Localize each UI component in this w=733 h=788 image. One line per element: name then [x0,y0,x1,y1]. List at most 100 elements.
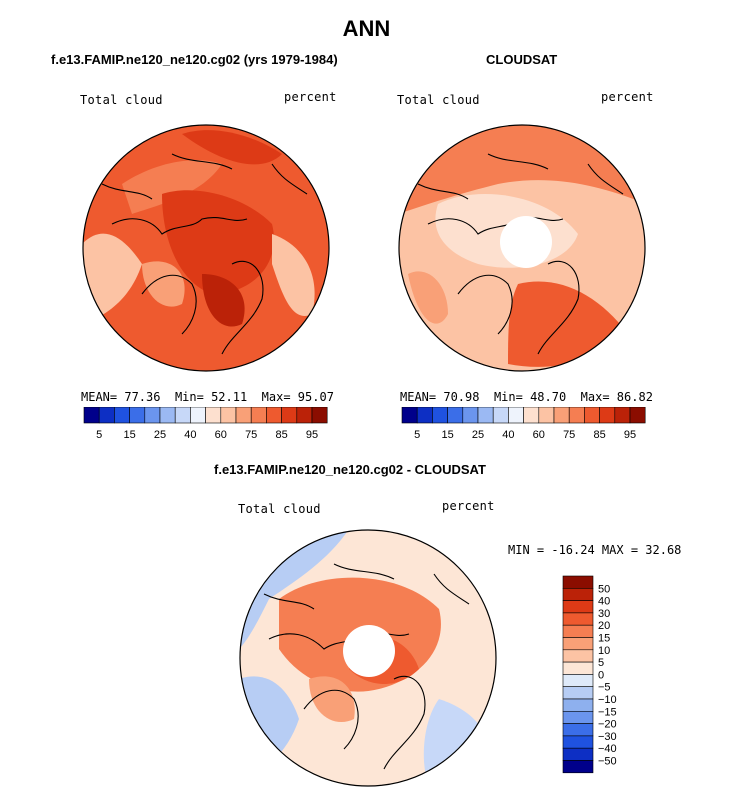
difference-colorbar-tick-label: 20 [598,620,610,632]
model-cloud-field [272,234,315,316]
cloudsat-colorbar-swatch [614,407,631,424]
model-cloud-field [182,130,282,165]
model-units-label: percent [284,90,337,104]
cloudsat-colorbar-swatch [447,407,464,424]
model-colorbar-swatch [83,407,100,424]
cloudsat-colorbar-swatch [538,407,555,424]
difference-colorbar-swatch [562,612,594,626]
cloudsat-colorbar-swatch [492,407,509,424]
model-cloud-field [202,274,245,327]
model-colorbar-swatch [281,407,298,424]
difference-colorbar-swatch [562,698,594,712]
cloudsat-colorbar-tick-label: 75 [563,429,575,441]
model-mean-value: 77.36 [124,390,161,404]
cloudsat-colorbar-swatch [416,407,433,424]
cloudsat-cloud-field [399,125,645,214]
difference-colorbar-swatch [562,747,594,761]
model-colorbar-swatch [205,407,222,424]
cloudsat-max-label: Max= [580,390,610,404]
difference-polar-gap [343,625,395,677]
difference-colorbar-swatch [562,686,594,700]
cloudsat-mean-label: MEAN= [400,390,437,404]
cloudsat-colorbar-tick-label: 15 [441,429,453,441]
cloudsat-polar-map [398,124,646,372]
difference-colorbar-tick-label: 30 [598,608,610,620]
cloudsat-colorbar-swatch [568,407,585,424]
difference-field [423,699,496,786]
model-coastline [101,153,308,355]
difference-panel-title: f.e13.FAMIP.ne120_ne120.cg02 - CLOUDSAT [214,462,486,477]
difference-colorbar-swatch [562,674,594,688]
cloudsat-colorbar-tick-label: 25 [472,429,484,441]
cloudsat-colorbar: 5 15 25 40 60 75 85 95 [401,407,646,441]
model-max-label: Max= [261,390,291,404]
model-colorbar-swatch [114,407,130,424]
difference-colorbar-tick-label: 5 [598,657,604,669]
model-colorbar-swatch [266,407,282,424]
cloudsat-stats: MEAN= 70.98 Min= 48.70 Max= 86.82 [400,390,653,404]
model-colorbar-tick-label: 15 [123,429,135,441]
cloudsat-colorbar-swatch [401,407,418,424]
model-colorbar-swatch [220,407,237,424]
model-colorbar-swatch [98,407,115,424]
difference-colorbar-tick-label: −50 [598,756,617,768]
model-colorbar-tick-label: 75 [245,429,257,441]
cloudsat-mean-value: 70.98 [443,390,480,404]
model-field-label: Total cloud [80,93,163,107]
model-colorbar-tick-label: 40 [184,429,196,441]
model-colorbar-swatch [144,407,161,424]
cloudsat-polar-gap [500,216,552,268]
cloudsat-colorbar-tick-label: 85 [593,429,605,441]
difference-colorbar-tick-label: −40 [598,743,617,755]
model-colorbar-tick-label: 95 [306,429,318,441]
cloudsat-colorbar-tick-label: 60 [533,429,545,441]
cloudsat-colorbar-swatch [523,407,540,424]
model-colorbar-swatch [174,407,191,424]
difference-colorbar-swatch [562,649,594,663]
cloudsat-min-label: Min= [493,390,523,404]
difference-coastline [263,563,470,770]
difference-colorbar-swatch [562,661,594,675]
cloudsat-panel-title: CLOUDSAT [486,52,558,67]
difference-colorbar-tick-label: −5 [598,682,611,694]
cloudsat-units-label: percent [601,90,654,104]
cloudsat-colorbar-swatch [599,407,616,424]
difference-colorbar-tick-label: 0 [598,669,604,681]
difference-field-label: Total cloud [238,502,321,516]
difference-colorbar-swatch [562,723,594,737]
model-colorbar-tick-label: 5 [96,429,102,441]
model-cloud-field [83,233,142,324]
difference-colorbar-swatch [562,588,594,601]
model-colorbar-tick-label: 25 [154,429,166,441]
difference-colorbar-swatch [562,735,594,749]
model-colorbar-swatch [311,407,328,424]
model-colorbar-swatch [235,407,252,424]
model-max-value: 95.07 [297,390,334,404]
figure-title: ANN [342,16,391,41]
difference-colorbar-tick-label: 50 [598,583,610,595]
difference-colorbar-tick-label: −20 [598,719,617,731]
cloudsat-colorbar-swatch [477,407,494,424]
model-colorbar-tick-label: 85 [275,429,287,441]
cloudsat-colorbar-swatch [462,407,479,424]
difference-polar-map [239,529,497,787]
cloudsat-colorbar-swatch [584,407,600,424]
difference-colorbar-swatch [562,600,594,614]
cloudsat-colorbar-tick-label: 95 [624,429,636,441]
model-colorbar-swatch [250,407,267,424]
difference-stats: MIN = -16.24 MAX = 32.68 [508,543,682,557]
cloudsat-colorbar-tick-label: 40 [502,429,514,441]
cloudsat-colorbar-swatch [553,407,570,424]
difference-colorbar-swatch [562,637,594,651]
cloudsat-colorbar-swatch [432,407,448,424]
model-cloud-field [122,160,222,214]
difference-colorbar-swatch [562,575,594,589]
model-colorbar-tick-label: 60 [215,429,227,441]
cloudsat-field-label: Total cloud [397,93,480,107]
difference-colorbar-tick-label: 10 [598,645,610,657]
model-mean-label: MEAN= [81,390,118,404]
model-panel-title: f.e13.FAMIP.ne120_ne120.cg02 (yrs 1979-1… [51,52,338,67]
model-stats: MEAN= 77.36 Min= 52.11 Max= 95.07 [81,390,334,404]
difference-colorbar-tick-label: −30 [598,731,617,743]
